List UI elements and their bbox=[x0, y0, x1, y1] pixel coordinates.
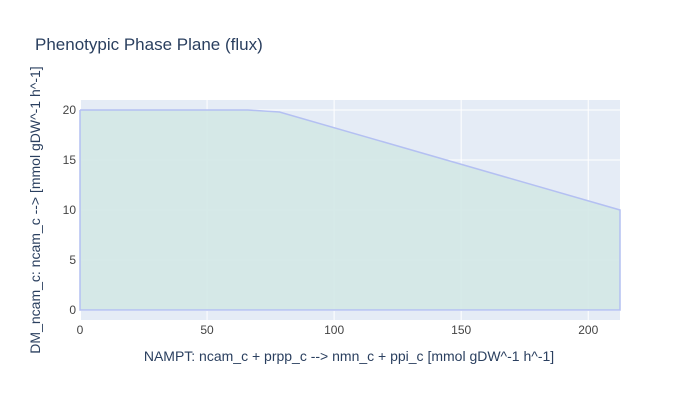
x-tick-label: 200 bbox=[578, 323, 598, 337]
y-tick-labels: 0 5 10 15 20 bbox=[63, 103, 77, 317]
feasible-region-outline bbox=[79, 109, 621, 311]
x-tick-label: 100 bbox=[324, 323, 344, 337]
feasible-region-fill bbox=[80, 110, 620, 310]
y-tick-label: 15 bbox=[63, 153, 77, 167]
y-tick-label: 5 bbox=[69, 253, 76, 267]
x-tick-label: 50 bbox=[200, 323, 214, 337]
x-axis-title: NAMPT: ncam_c + prpp_c --> nmn_c + ppi_c… bbox=[144, 348, 554, 364]
x-tick-label: 0 bbox=[77, 323, 84, 337]
y-tick-label: 0 bbox=[69, 303, 76, 317]
y-tick-label: 10 bbox=[63, 203, 77, 217]
x-tick-label: 150 bbox=[451, 323, 471, 337]
y-axis-title: DM_ncam_c: ncam_c --> [mmol gDW^-1 h^-1] bbox=[27, 66, 43, 353]
chart-title: Phenotypic Phase Plane (flux) bbox=[35, 35, 263, 54]
y-tick-label: 20 bbox=[63, 103, 77, 117]
x-tick-labels: 0 50 100 150 200 bbox=[77, 323, 599, 337]
feasible-region bbox=[79, 109, 621, 311]
